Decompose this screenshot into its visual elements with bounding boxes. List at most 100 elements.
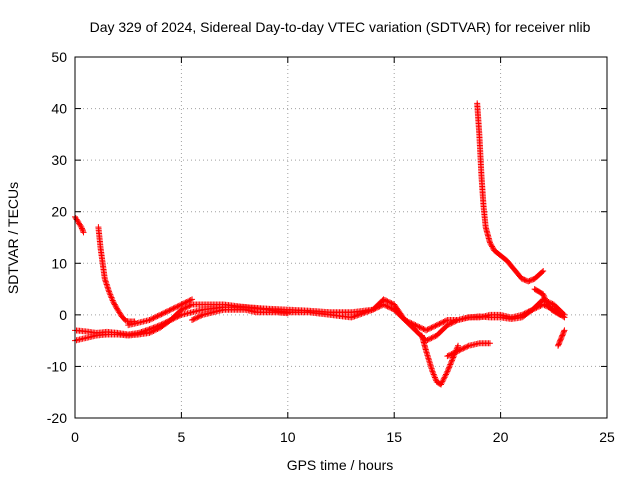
data-point	[430, 371, 437, 378]
data-point	[146, 329, 153, 336]
data-point	[419, 325, 426, 332]
data-point	[440, 318, 447, 325]
data-point	[186, 297, 193, 304]
data-point	[109, 296, 116, 303]
data-point	[543, 300, 550, 307]
data-point	[385, 304, 392, 311]
series-track-f	[189, 306, 291, 324]
data-point	[428, 335, 435, 342]
data-point	[165, 307, 172, 314]
data-point	[387, 304, 394, 311]
y-tick-label: 20	[51, 204, 67, 220]
data-point	[433, 322, 440, 329]
data-point	[429, 368, 436, 375]
data-point	[107, 293, 114, 300]
data-point	[351, 313, 358, 320]
data-point	[449, 357, 456, 364]
data-point	[520, 276, 527, 283]
data-point	[432, 375, 439, 382]
data-point	[191, 315, 198, 322]
data-point	[452, 349, 459, 356]
data-point	[107, 291, 114, 298]
data-point	[183, 298, 190, 305]
data-point	[530, 306, 537, 313]
data-point	[556, 338, 563, 345]
data-point	[153, 326, 160, 333]
data-point	[111, 300, 118, 307]
data-point	[453, 317, 460, 324]
data-point	[178, 306, 185, 313]
data-point	[431, 373, 438, 380]
x-tick-label: 25	[599, 429, 615, 445]
data-point	[181, 300, 188, 307]
data-point	[112, 302, 119, 309]
y-axis-ticks: -20 -10 0 10 20 30 40 50	[47, 49, 607, 426]
series-track-j	[531, 286, 564, 318]
data-point	[429, 334, 436, 341]
data-point	[348, 314, 355, 321]
data-point	[198, 312, 205, 319]
data-point	[557, 311, 564, 318]
data-point	[448, 358, 455, 365]
data-point	[430, 370, 437, 377]
data-point	[185, 298, 192, 305]
data-point	[555, 341, 562, 348]
data-point	[534, 304, 541, 311]
data-point	[189, 296, 196, 303]
data-point	[79, 228, 86, 235]
data-point	[439, 319, 446, 326]
data-point	[187, 297, 194, 304]
y-tick-label: -20	[47, 410, 67, 426]
data-point	[381, 297, 388, 304]
data-point	[445, 365, 452, 372]
x-tick-label: 0	[71, 429, 79, 445]
data-point	[525, 278, 532, 285]
data-point	[361, 309, 368, 316]
data-point	[77, 222, 84, 229]
data-point	[355, 311, 362, 318]
data-point	[556, 311, 563, 318]
data-point	[522, 277, 529, 284]
data-point	[190, 316, 197, 323]
data-point	[350, 313, 357, 320]
data-point	[161, 309, 168, 316]
y-tick-label: 30	[51, 152, 67, 168]
data-point	[539, 268, 546, 275]
data-point	[358, 310, 365, 317]
data-point	[449, 350, 456, 357]
data-point	[541, 295, 548, 302]
data-point	[189, 317, 196, 324]
y-axis-label: SDTVAR / TECUs	[5, 182, 21, 294]
data-point	[533, 304, 540, 311]
chart-title: Day 329 of 2024, Sidereal Day-to-day VTE…	[90, 19, 591, 35]
data-point	[359, 310, 366, 317]
data-point	[454, 344, 461, 351]
x-tick-label: 5	[178, 429, 186, 445]
data-point	[78, 225, 85, 232]
data-point	[425, 336, 432, 343]
data-point	[441, 318, 448, 325]
data-point	[453, 348, 460, 355]
data-point	[80, 229, 87, 236]
data-point	[147, 329, 154, 336]
series-track-b	[95, 224, 138, 325]
data-point	[442, 371, 449, 378]
data-point	[447, 320, 454, 327]
data-point	[529, 306, 536, 313]
data-point	[431, 323, 438, 330]
series-track-h	[444, 340, 493, 360]
data-point	[178, 301, 185, 308]
data-point	[436, 320, 443, 327]
data-point	[364, 308, 371, 315]
data-point	[444, 353, 451, 360]
data-point	[108, 294, 115, 301]
data-point	[187, 302, 194, 309]
data-point	[150, 315, 157, 322]
data-point	[179, 306, 186, 313]
data-point	[437, 320, 444, 327]
data-point	[150, 327, 157, 334]
data-point	[183, 304, 190, 311]
data-point	[537, 302, 544, 309]
data-point	[486, 340, 493, 347]
